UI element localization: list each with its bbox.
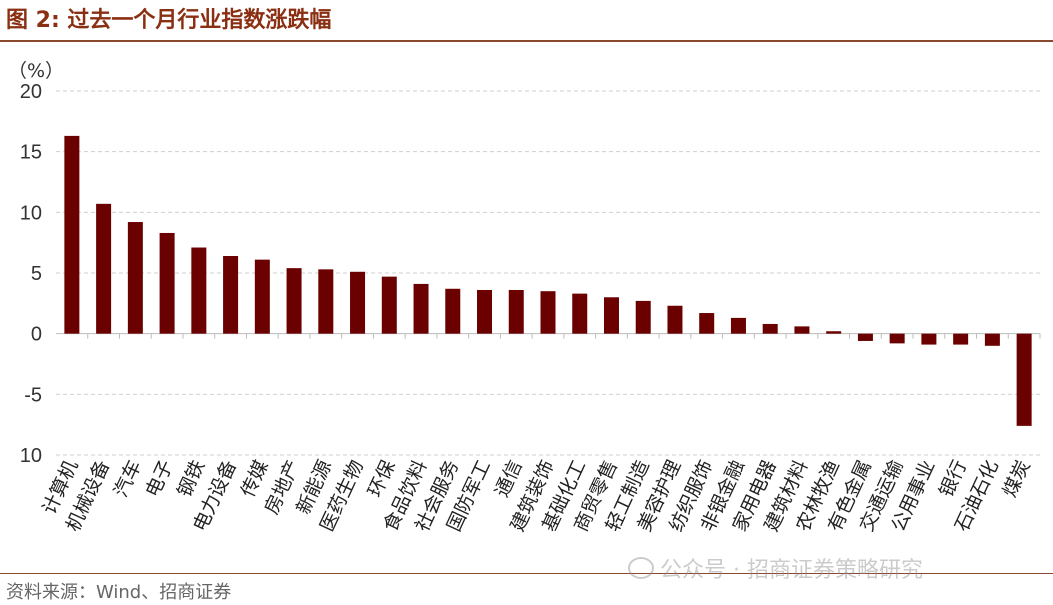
- bar: [413, 283, 429, 334]
- bar: [286, 268, 302, 334]
- bar: [381, 276, 397, 334]
- y-tick-label: 10: [20, 445, 42, 467]
- bar: [254, 259, 270, 334]
- category-label: 电子: [142, 457, 178, 501]
- bar: [603, 297, 619, 334]
- bar: [953, 333, 969, 345]
- y-tick-label: 0: [31, 324, 42, 346]
- x-axis-labels: 计算机机械设备汽车电子钢铁电力设备传媒房地产新能源医药生物环保食品饮料社会服务国…: [38, 457, 1034, 535]
- bar: [445, 288, 461, 334]
- bar: [1016, 333, 1032, 426]
- bar: [64, 135, 80, 334]
- bar: [127, 222, 143, 334]
- category-label: 汽车: [110, 457, 146, 501]
- bar: [730, 317, 746, 334]
- category-label-group: 汽车: [110, 457, 146, 501]
- bar: [191, 247, 207, 334]
- bar: [826, 331, 842, 334]
- watermark: 公众号 · 招商证券策略研究: [628, 552, 923, 584]
- bar: [635, 300, 651, 334]
- y-axis: 20 15 10 5 0 -5 10: [20, 81, 42, 467]
- bar: [699, 313, 715, 334]
- category-label-group: 电子: [142, 457, 178, 501]
- wechat-icon: [628, 557, 654, 579]
- bar: [667, 305, 683, 334]
- bars: [64, 135, 1032, 426]
- bar: [318, 269, 334, 334]
- y-tick-label: 10: [20, 202, 42, 224]
- y-tick-label: 15: [20, 142, 42, 164]
- footer-divider: [0, 573, 1053, 574]
- category-label-group: 煤炭: [999, 457, 1035, 501]
- bar: [984, 333, 1000, 346]
- gridlines: [56, 90, 1041, 456]
- bar: [921, 333, 937, 345]
- bar: [508, 289, 524, 334]
- y-tick-label: -5: [24, 384, 42, 406]
- bar: [572, 293, 588, 334]
- bar: [762, 323, 778, 334]
- y-tick-label: 20: [20, 81, 42, 103]
- bar: [889, 333, 905, 344]
- source-note: 资料来源：Wind、招商证券: [6, 582, 232, 603]
- bar: [96, 203, 112, 334]
- bar: [794, 326, 810, 334]
- watermark-text: 公众号 · 招商证券策略研究: [660, 558, 923, 583]
- bar: [350, 271, 366, 334]
- y-axis-unit: （%）: [8, 60, 65, 82]
- bar: [540, 291, 556, 334]
- bar-chart: 20 15 10 5 0 -5 10 计算机机械设备汽车电子钢铁电力设备传媒房地产新能源医药…: [20, 81, 1041, 535]
- bar: [223, 256, 239, 334]
- y-tick-label: 5: [31, 263, 42, 285]
- bar: [159, 232, 175, 334]
- title-divider: [0, 40, 1053, 42]
- chart-title: 图 2: 过去一个月行业指数涨跌幅: [6, 8, 332, 33]
- bar: [857, 333, 873, 341]
- category-label: 煤炭: [999, 457, 1035, 501]
- bar: [477, 289, 493, 334]
